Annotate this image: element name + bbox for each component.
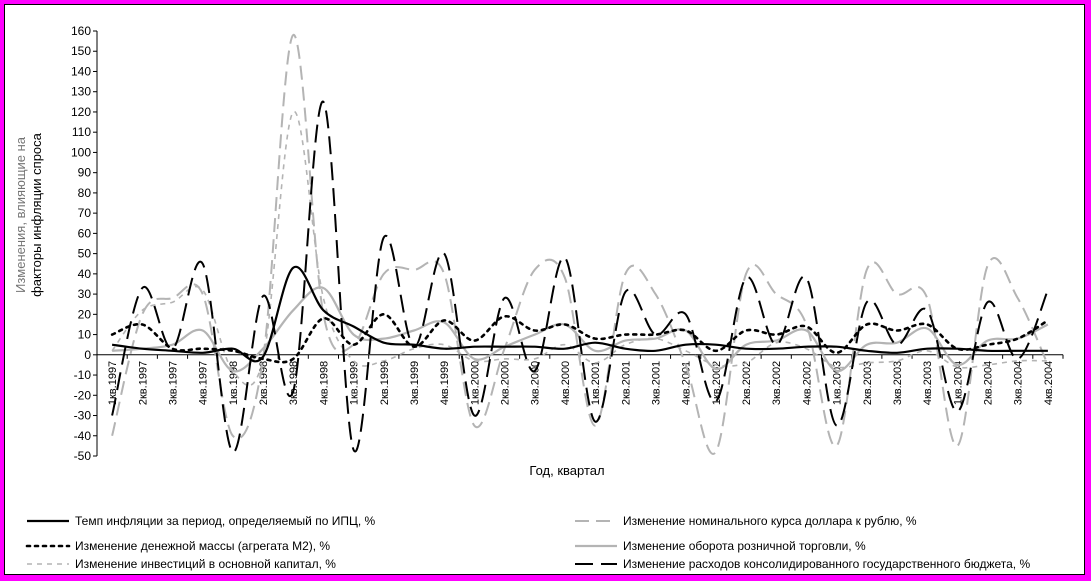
y-tick-label: 30 (78, 287, 92, 301)
y-tick-label: 130 (71, 85, 91, 99)
x-tick-label: 2кв.2000 (500, 361, 512, 405)
y-tick-label: 120 (71, 105, 91, 119)
series-line-1 (111, 265, 1048, 363)
y-tick-label: -20 (74, 388, 92, 402)
x-tick-label: 2кв.2001 (620, 361, 632, 405)
y-tick-label: 90 (78, 166, 92, 180)
chart-frame: -50 -40 -30 -20 -10 0 10 20 30 40 50 60 70 80 90 100 110… (4, 4, 1085, 575)
plot-lines (110, 33, 1050, 455)
y-tick-label: -40 (74, 429, 92, 443)
x-tick-label: 2кв.2004 (983, 361, 995, 405)
y-tick-label: 110 (72, 125, 91, 139)
y-tick-label: 40 (78, 267, 92, 281)
x-tick-label: 4кв.1999 (439, 361, 451, 405)
x-tick-label: 3кв.1997 (167, 361, 179, 405)
y-tick-label: 150 (71, 44, 91, 58)
y-tick-label: 140 (71, 64, 91, 78)
x-tick-label: 4кв.1997 (198, 361, 210, 405)
x-tick-label: 2кв.1998 (258, 361, 270, 405)
x-tick-label: 4кв.2001 (681, 361, 693, 405)
y-tick-label: 100 (71, 145, 91, 159)
x-tick-label: 1кв.2000 (469, 361, 481, 405)
x-tick-label: 1кв.2001 (590, 361, 602, 405)
x-tick-label: 3кв.2001 (650, 361, 662, 405)
x-tick-label: 4кв.2004 (1043, 361, 1055, 405)
series-line-2 (111, 33, 1049, 455)
x-tick-label: 3кв.2004 (1013, 361, 1025, 405)
x-tick-label: 4кв.2000 (560, 361, 572, 405)
series-line-5 (111, 111, 1048, 387)
legend-label-1: Темп инфляции за период, определяемый по… (75, 514, 376, 528)
x-tick-label: 4кв.2002 (801, 361, 813, 405)
x-tick-label: 4кв.1998 (318, 361, 330, 405)
x-tick-label: 3кв.1998 (288, 361, 300, 405)
y-tick-label: -10 (74, 368, 92, 382)
y-axis-label-upper: Изменения, влияющие на (13, 136, 28, 293)
x-tick-label: 2кв.2003 (862, 361, 874, 405)
x-tick-label: 2кв.2002 (741, 361, 753, 405)
x-tick-label: 4кв.2003 (922, 361, 934, 405)
x-tick-label: 3кв.2002 (771, 361, 783, 405)
line-chart: -50 -40 -30 -20 -10 0 10 20 30 40 50 60 70 80 90 100 110… (13, 24, 1064, 571)
y-tick-label: 60 (78, 226, 92, 240)
x-axis-label: Год, квартал (529, 463, 604, 478)
legend: Темп инфляции за период, определяемый по… (25, 514, 1030, 571)
legend-label-4: Изменение оборота розничной торговли, % (623, 539, 866, 553)
legend-label-2: Изменение номинального курса доллара к р… (623, 514, 917, 528)
y-tick-label: 70 (78, 206, 92, 220)
legend-label-6: Изменение расходов консолидированного го… (623, 557, 1030, 571)
series-line-6 (111, 100, 1049, 454)
x-tick-label: 3кв.2000 (530, 361, 542, 405)
x-tick-label: 2кв.1997 (137, 361, 149, 405)
legend-label-5: Изменение инвестиций в основной капитал,… (75, 557, 336, 571)
x-tick-label: 3кв.1999 (409, 361, 421, 405)
y-tick-label: 80 (78, 186, 92, 200)
x-tick-label: 1кв.2003 (832, 361, 844, 405)
x-tick-label: 3кв.2003 (892, 361, 904, 405)
x-tick-label: 2кв.1999 (379, 361, 391, 405)
x-tick-label: 1кв.1999 (349, 361, 361, 405)
legend-label-3: Изменение денежной массы (агрегата М2), … (75, 539, 330, 553)
axes: -50 -40 -30 -20 -10 0 10 20 30 40 50 60 70 80 90 100 110… (71, 24, 1064, 463)
y-tick-label: 20 (78, 307, 92, 321)
series-line-3 (110, 312, 1050, 364)
y-tick-label: -30 (74, 409, 92, 423)
y-tick-label: -50 (74, 449, 92, 463)
x-tick-label: 1кв.2004 (952, 361, 964, 405)
y-axis-label: факторы инфляции спроса (29, 132, 44, 297)
y-tick-label: 50 (78, 247, 92, 261)
y-tick-label: 10 (78, 328, 92, 342)
y-tick-label: 0 (84, 348, 91, 362)
x-tick-label: 1кв.1997 (107, 361, 119, 405)
y-tick-label: 160 (71, 24, 91, 38)
